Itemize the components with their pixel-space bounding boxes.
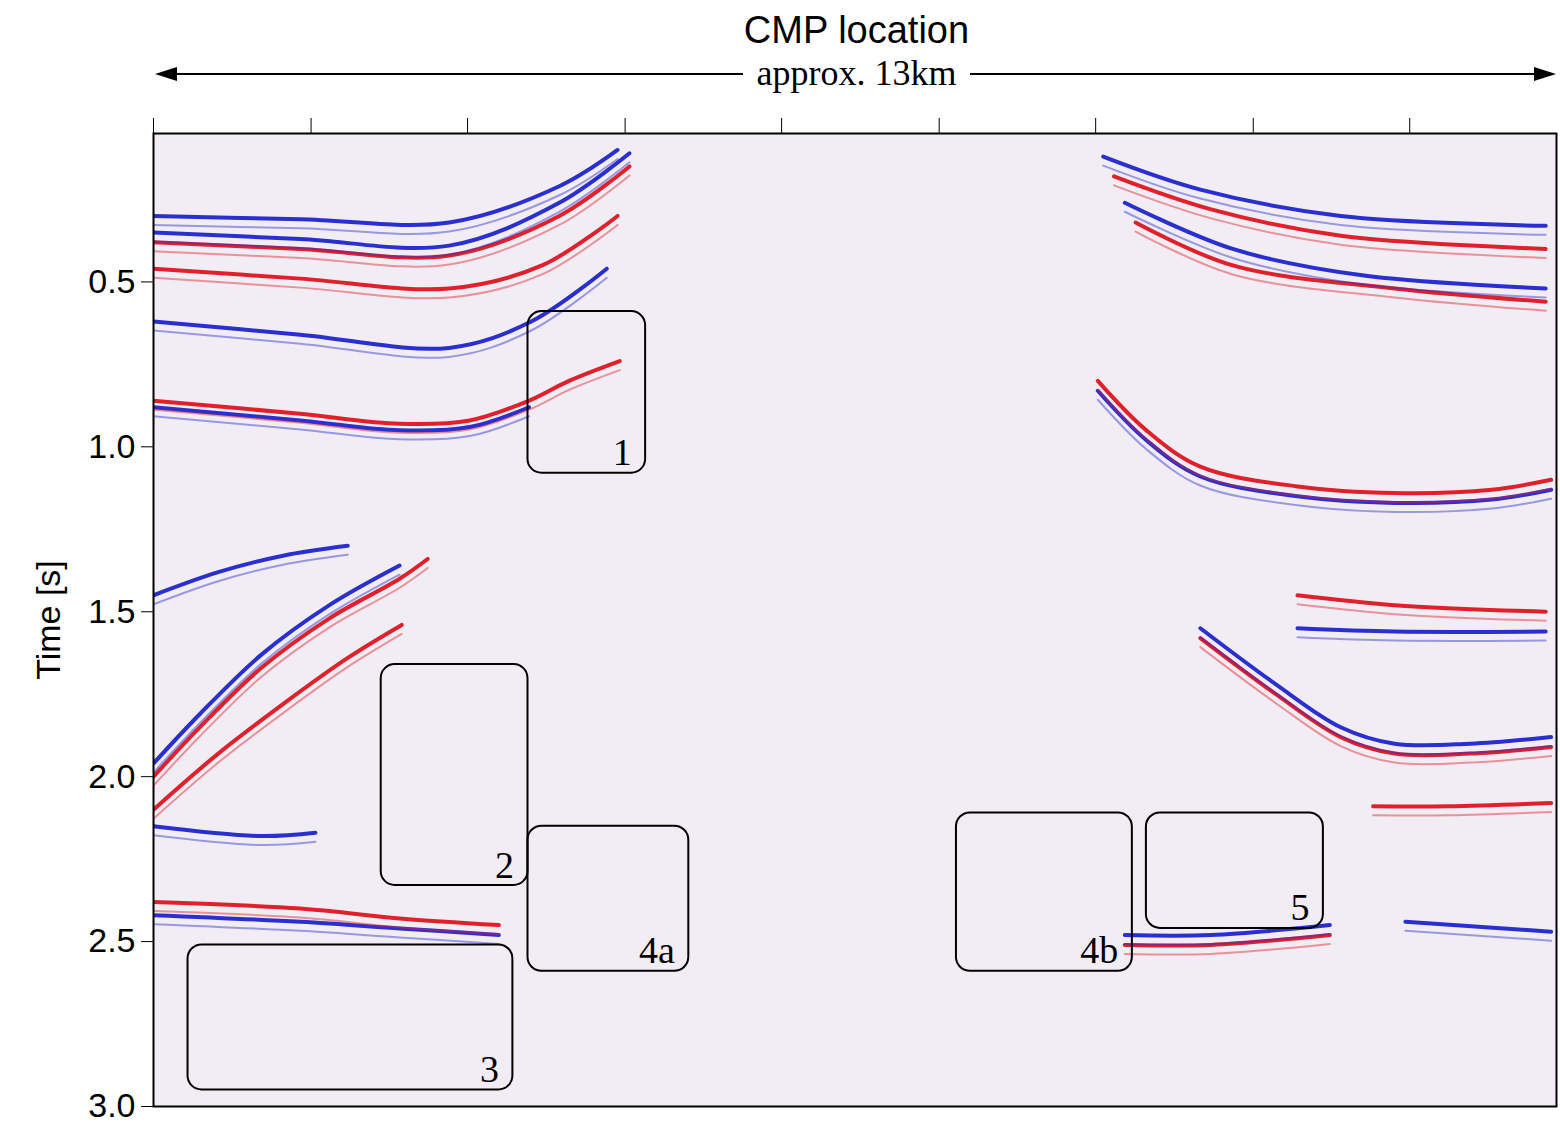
svg-text:5: 5 (1290, 886, 1309, 928)
svg-text:Time [s]: Time [s] (29, 560, 67, 680)
html-text:approx. 13km: approx. 13km (756, 53, 957, 93)
svg-text:4a: 4a (639, 929, 675, 971)
svg-text:0.5: 0.5 (88, 262, 135, 300)
html-text:CMP location: CMP location (743, 9, 970, 51)
svg-text:2: 2 (495, 844, 514, 886)
svg-text:2.0: 2.0 (88, 757, 135, 795)
svg-text:3: 3 (480, 1048, 499, 1090)
svg-text:1.0: 1.0 (88, 427, 135, 465)
svg-text:4b: 4b (1080, 929, 1118, 971)
svg-text:2.5: 2.5 (88, 921, 135, 959)
svg-text:1: 1 (613, 431, 632, 473)
svg-text:3.0: 3.0 (88, 1086, 135, 1124)
svg-text:1.5: 1.5 (88, 592, 135, 630)
